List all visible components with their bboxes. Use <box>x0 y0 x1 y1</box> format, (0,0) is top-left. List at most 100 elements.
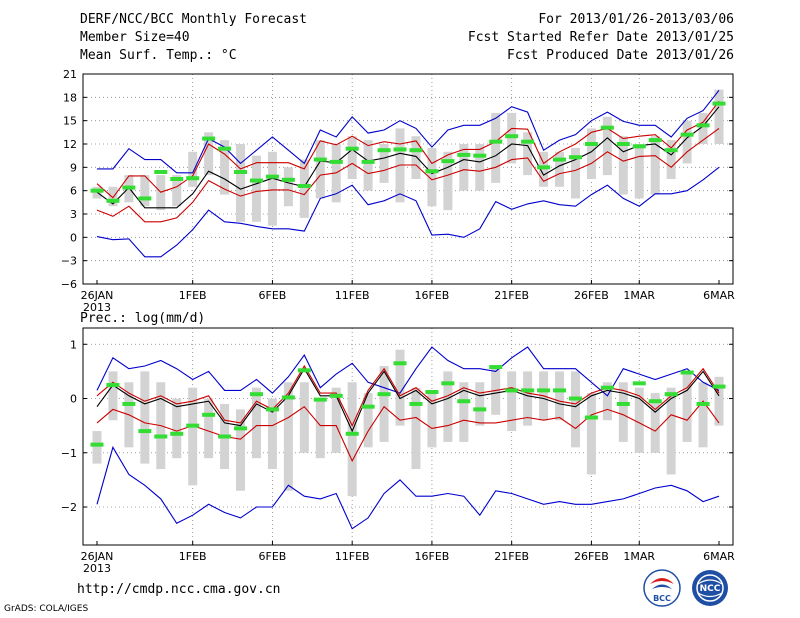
median-marker <box>329 159 343 164</box>
median-marker <box>329 393 343 398</box>
x-tick-label: 16FEB <box>415 289 450 302</box>
series-upper-line <box>96 364 720 427</box>
spread-box <box>650 393 660 453</box>
spread-box <box>267 151 277 226</box>
x-tick-label: 26JAN <box>81 550 114 563</box>
spread-box <box>379 365 389 442</box>
median-marker <box>218 146 232 151</box>
x-tick-label: 1MAR <box>623 550 655 563</box>
bcc-logo-text: BCC <box>653 594 671 603</box>
median-marker <box>313 157 327 162</box>
x-tick-label: 1FEB <box>179 289 207 302</box>
spread-box <box>204 132 214 176</box>
y-tick-label: 18 <box>63 91 77 104</box>
series-max-line <box>97 89 720 174</box>
spread-box <box>698 382 708 448</box>
median-marker <box>409 401 423 406</box>
spread-box <box>411 136 421 179</box>
median-marker <box>457 399 471 404</box>
spread-box <box>315 398 325 459</box>
median-marker <box>234 170 248 174</box>
x-tick-label: 6FEB <box>259 289 287 302</box>
spread-box <box>427 147 437 207</box>
y-tick-label: 15 <box>63 115 77 128</box>
median-marker <box>281 177 295 182</box>
spread-box <box>315 140 325 199</box>
median-marker <box>377 392 391 397</box>
spread-box <box>602 116 612 176</box>
spread-box <box>236 409 246 491</box>
series-mean-line <box>96 106 720 209</box>
median-marker <box>553 157 567 162</box>
median-marker <box>600 385 614 390</box>
median-marker <box>297 184 311 188</box>
spread-box <box>491 112 501 183</box>
median-marker <box>680 132 694 137</box>
median-marker <box>138 196 152 201</box>
spread-box <box>283 167 293 207</box>
median-marker <box>106 198 120 203</box>
spread-box <box>602 382 612 421</box>
spread-box <box>698 112 708 144</box>
spread-box <box>507 371 517 432</box>
y-tick-label: 6 <box>70 185 77 198</box>
median-marker <box>234 426 248 431</box>
spread-box <box>236 144 246 222</box>
spread-box <box>666 140 676 179</box>
y-tick-label: 9 <box>70 161 77 174</box>
median-marker <box>186 423 200 428</box>
spread-box <box>172 175 182 207</box>
median-marker <box>345 146 359 151</box>
median-marker <box>186 176 200 181</box>
spread-box <box>140 175 150 207</box>
median-marker <box>616 142 630 146</box>
spread-box <box>650 136 660 195</box>
median-marker <box>696 123 710 128</box>
y-tick-label: 0 <box>70 393 77 406</box>
y-tick-label: −3 <box>61 255 77 268</box>
median-marker <box>537 388 551 393</box>
spread-box <box>140 371 150 464</box>
median-marker <box>249 178 263 183</box>
series-mean-line <box>96 367 720 433</box>
median-marker <box>313 397 327 402</box>
median-marker <box>441 159 455 164</box>
spread-box <box>427 393 437 448</box>
x-tick-label: 21FEB <box>494 550 529 563</box>
median-marker <box>489 365 503 370</box>
spread-box <box>347 136 357 179</box>
series-max-line <box>96 346 720 397</box>
y-tick-label: −2 <box>61 501 77 514</box>
spread-box <box>283 382 293 491</box>
spread-box <box>443 371 453 442</box>
plot-frame <box>82 327 734 546</box>
spread-box <box>347 382 357 497</box>
median-marker <box>616 401 630 406</box>
precip-panel-title: Prec.: log(mm/d) <box>80 311 205 326</box>
spread-box <box>555 371 565 421</box>
x-tick-label: 21FEB <box>494 289 529 302</box>
x-tick-label: 1FEB <box>179 550 207 563</box>
median-marker <box>393 147 407 152</box>
median-marker <box>664 392 678 397</box>
spread-box <box>251 387 261 459</box>
spread-box <box>108 371 118 421</box>
spread-box <box>570 147 580 199</box>
median-marker <box>600 125 614 130</box>
spread-box <box>443 151 453 211</box>
median-marker <box>712 384 726 389</box>
spread-box <box>331 387 341 453</box>
median-marker <box>712 101 726 106</box>
median-marker <box>90 188 104 193</box>
median-marker <box>425 390 439 395</box>
median-marker <box>218 434 232 439</box>
grads-credit: GrADS: COLA/IGES <box>4 604 89 614</box>
spread-box <box>188 387 198 486</box>
x-tick-label: 11FEB <box>335 289 370 302</box>
median-marker <box>154 170 168 174</box>
source-url[interactable]: http://cmdp.ncc.cma.gov.cn <box>77 582 281 597</box>
spread-box <box>395 349 405 426</box>
plot-frame <box>82 73 734 285</box>
spread-box <box>570 371 580 448</box>
ncc-logo: NCC <box>692 570 728 606</box>
